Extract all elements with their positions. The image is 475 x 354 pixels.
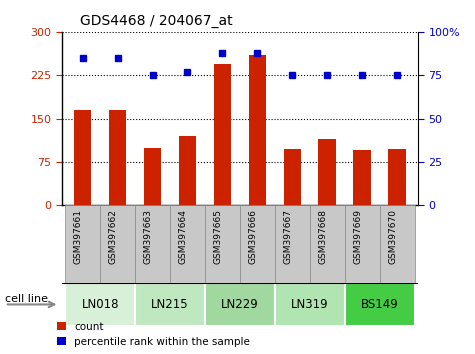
Bar: [214, 64, 231, 205]
Bar: [275, 205, 310, 283]
Text: cell line: cell line: [5, 294, 48, 304]
Legend: count, percentile rank within the sample: count, percentile rank within the sample: [57, 322, 250, 347]
Text: GSM397662: GSM397662: [109, 209, 118, 264]
Bar: [345, 205, 380, 283]
Bar: [205, 205, 240, 283]
Bar: [109, 110, 126, 205]
Bar: [310, 205, 345, 283]
Bar: [135, 205, 170, 283]
Text: LN018: LN018: [81, 298, 119, 311]
Bar: [284, 149, 301, 205]
Text: GSM397661: GSM397661: [74, 209, 83, 264]
Bar: [380, 205, 415, 283]
Bar: [345, 283, 415, 326]
Text: GSM397670: GSM397670: [388, 209, 397, 264]
Text: BS149: BS149: [361, 298, 399, 311]
Text: LN215: LN215: [151, 298, 189, 311]
Text: GSM397665: GSM397665: [213, 209, 222, 264]
Bar: [65, 283, 135, 326]
Bar: [74, 110, 91, 205]
Bar: [170, 205, 205, 283]
Text: GSM397667: GSM397667: [283, 209, 292, 264]
Text: GSM397668: GSM397668: [318, 209, 327, 264]
Bar: [65, 205, 100, 283]
Text: GSM397664: GSM397664: [179, 209, 188, 264]
Text: GSM397666: GSM397666: [248, 209, 257, 264]
Bar: [275, 283, 345, 326]
Bar: [248, 55, 266, 205]
Text: GSM397669: GSM397669: [353, 209, 362, 264]
Text: LN229: LN229: [221, 298, 259, 311]
Bar: [135, 283, 205, 326]
Bar: [100, 205, 135, 283]
Bar: [318, 139, 336, 205]
Bar: [179, 136, 196, 205]
Bar: [389, 149, 406, 205]
Text: GDS4468 / 204067_at: GDS4468 / 204067_at: [80, 14, 232, 28]
Bar: [353, 150, 371, 205]
Bar: [205, 283, 275, 326]
Bar: [144, 148, 162, 205]
Text: GSM397663: GSM397663: [143, 209, 152, 264]
Bar: [240, 205, 275, 283]
Text: LN319: LN319: [291, 298, 329, 311]
